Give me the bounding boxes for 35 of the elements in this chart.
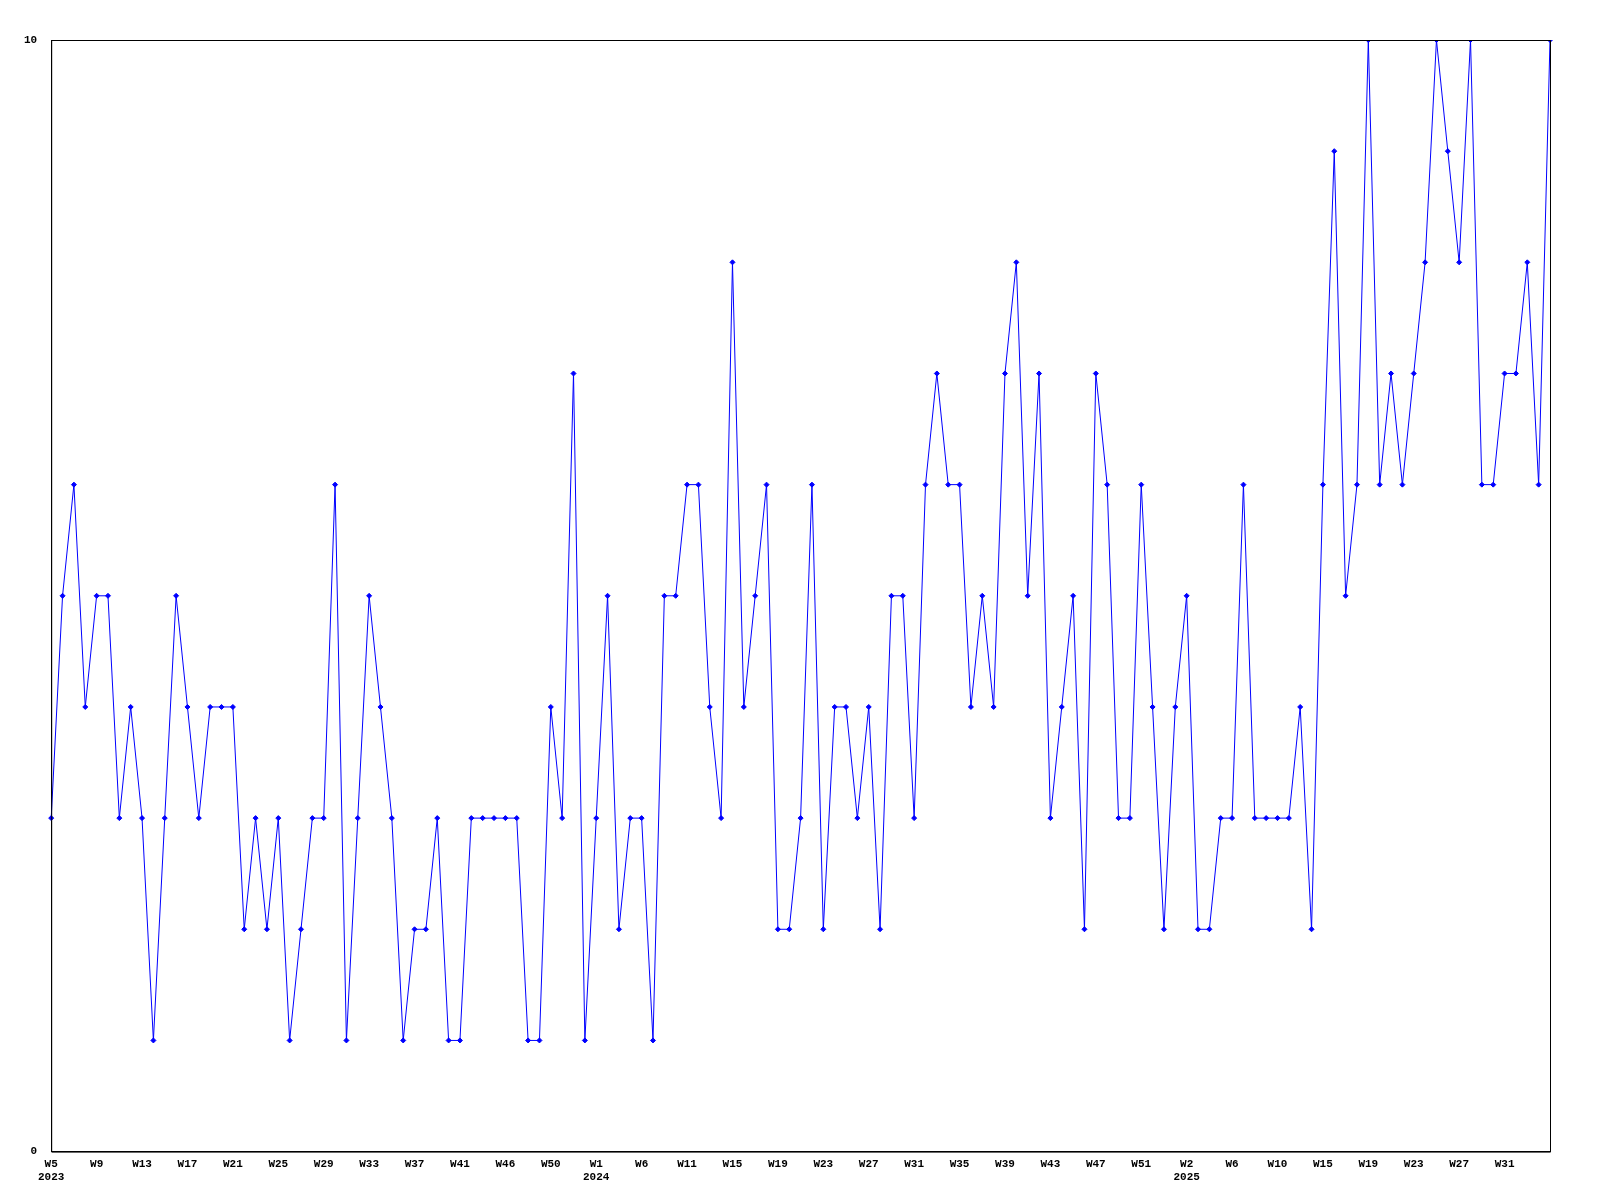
x-tick-label: W33 [359,1157,380,1170]
x-tick-label: W27 [858,1157,879,1170]
x-tick-label: W50 [540,1157,561,1170]
x-tick-label: W51 [1131,1157,1152,1170]
y-tick-label: 0 [30,1145,38,1158]
y-tick-label: 10 [24,33,38,46]
x-tick-label: W31 [904,1157,925,1170]
x-tick-label: W47 [1085,1157,1106,1170]
x-tick-label: W11 [677,1157,698,1170]
x-tick-label: W15 [1313,1157,1334,1170]
x-tick-label: W21 [222,1157,244,1170]
x-tick-label: W9 [90,1157,104,1170]
x-tick-label: W37 [404,1157,425,1170]
x-tick-label: W23 [1403,1157,1425,1170]
x-tick-label: W2 2025 [1173,1157,1201,1184]
x-tick-label: W39 [995,1157,1015,1170]
x-tick-label: W31 [1494,1157,1515,1170]
x-tick-label: W35 [949,1157,970,1170]
x-tick-label: W5 2023 [38,1157,65,1184]
x-tick-label: W15 [722,1157,743,1170]
x-tick-label: W17 [177,1157,198,1170]
x-tick-label: W6 [1225,1157,1239,1170]
x-tick-label: W27 [1449,1157,1470,1170]
x-tick-label: W23 [813,1157,834,1170]
x-tick-label: W43 [1040,1157,1061,1170]
x-tick-label: W6 [635,1157,649,1170]
x-tick-label: W46 [495,1157,516,1170]
x-tick-label: W10 [1267,1157,1288,1170]
x-tick-label: W29 [313,1157,334,1170]
x-tick-label: W1 2024 [583,1157,610,1184]
x-tick-label: W41 [450,1157,471,1170]
x-tick-label: W25 [268,1157,289,1170]
x-tick-label: W13 [132,1157,153,1170]
x-tick-label: W19 [1358,1157,1379,1170]
x-tick-label: W19 [767,1157,788,1170]
